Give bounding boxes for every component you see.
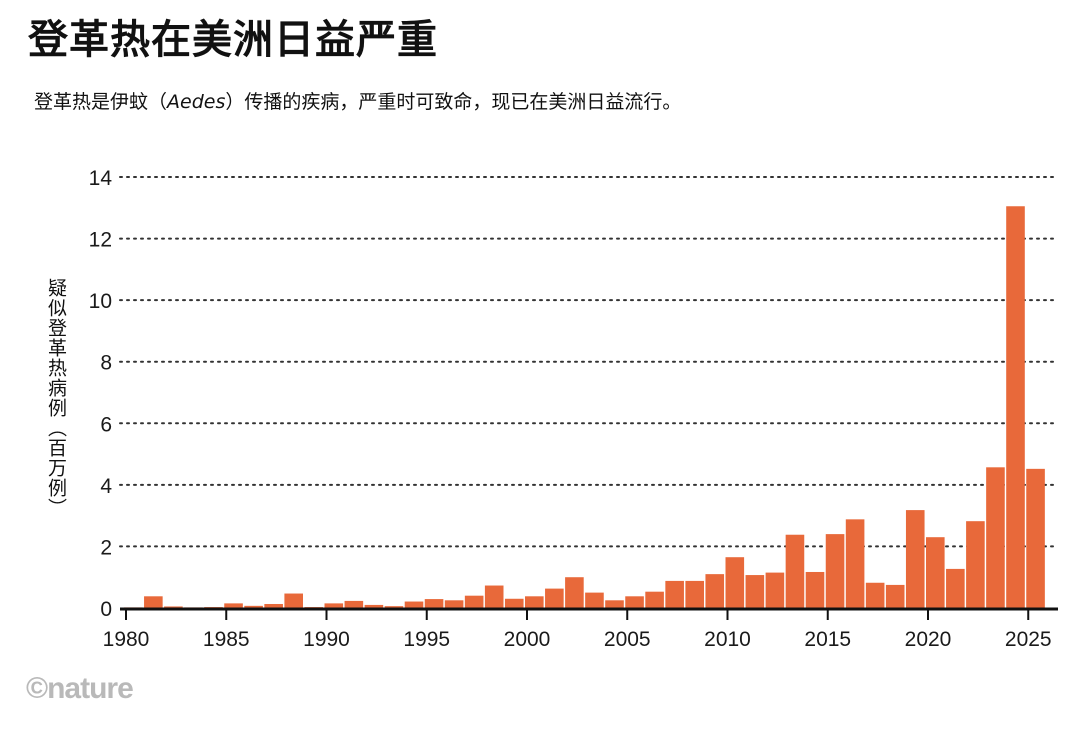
bar-2013	[785, 534, 805, 608]
y-tick-label-4: 4	[100, 475, 112, 498]
bar-2003	[585, 592, 604, 608]
bar-2011	[745, 575, 765, 608]
bar-2009	[705, 574, 725, 608]
x-tick-label-1985: 1985	[203, 628, 250, 651]
bar-1981	[144, 596, 163, 608]
bar-1997	[464, 595, 484, 608]
subtitle-italic-genus: Aedes	[167, 91, 226, 113]
x-tick-label-2000: 2000	[504, 628, 551, 651]
bar-2004	[605, 600, 624, 608]
bar-1988	[284, 593, 303, 608]
bar-2008	[685, 580, 704, 608]
bar-2001	[545, 588, 564, 608]
bar-2015	[825, 534, 845, 608]
y-tick-label-14: 14	[89, 167, 113, 190]
nature-credit: ©nature	[26, 672, 134, 705]
bar-1985	[224, 603, 243, 608]
bar-2016	[845, 519, 865, 608]
bar-1987	[264, 603, 283, 608]
bar-1999	[504, 598, 524, 608]
chart-title: 登革热在美洲日益严重	[28, 17, 438, 63]
bar-2005	[625, 596, 644, 608]
x-axis-ticks: 1980 1985 1990 1995 2000 2005 2010 2015 2020 2025	[103, 609, 1052, 651]
bar-1991	[344, 600, 364, 608]
y-tick-label-10: 10	[89, 290, 112, 313]
bar-1995	[424, 599, 444, 608]
chart-subtitle: 登革热是伊蚊（Aedes）传播的疾病，严重时可致命，现已在美洲日益流行。	[34, 88, 681, 116]
bar-1982	[164, 606, 183, 608]
bar-2021	[946, 568, 965, 608]
y-axis-label: 疑似登革热病例（百万例）	[45, 278, 67, 518]
bar-2012	[765, 572, 785, 608]
bar-1986	[244, 605, 263, 608]
subtitle-part-1: 登革热是伊蚊（	[34, 91, 168, 113]
bars	[124, 206, 1045, 608]
bar-2022	[966, 521, 985, 608]
bar-1996	[444, 600, 464, 608]
bar-2002	[565, 577, 584, 608]
bar-2019	[905, 510, 925, 608]
gridlines	[119, 176, 1059, 548]
x-tick-label-2010: 2010	[704, 628, 751, 651]
bar-1990	[324, 603, 344, 608]
bar-2023	[986, 467, 1005, 608]
subtitle-part-2: ）传播的疾病，严重时可致命，现已在美洲日益流行。	[225, 91, 682, 113]
bar-1994	[404, 601, 424, 608]
bar-1992	[364, 604, 384, 608]
x-tick-label-2025: 2025	[1005, 628, 1052, 651]
bar-2025	[1026, 468, 1045, 608]
x-tick-label-1995: 1995	[403, 628, 450, 651]
y-tick-label-2: 2	[100, 536, 112, 559]
bar-1998	[484, 585, 504, 608]
bar-2018	[885, 584, 905, 608]
x-tick-label-2015: 2015	[804, 628, 851, 651]
bar-2024	[1006, 206, 1025, 608]
bar-2000	[525, 596, 544, 608]
bar-2006	[645, 591, 664, 608]
y-tick-label-6: 6	[100, 413, 112, 436]
y-axis-ticks: 0 2 4 6 8 10 12 14	[89, 167, 113, 621]
y-tick-label-8: 8	[100, 352, 112, 375]
bar-1993	[384, 606, 404, 608]
y-tick-label-12: 12	[89, 229, 112, 252]
x-tick-label-2005: 2005	[604, 628, 651, 651]
bar-2020	[926, 537, 945, 608]
bar-2007	[665, 580, 684, 608]
x-tick-label-1980: 1980	[103, 628, 150, 651]
bar-2010	[725, 557, 745, 608]
x-tick-label-2020: 2020	[905, 628, 952, 651]
y-tick-label-0: 0	[100, 598, 112, 621]
x-tick-label-1990: 1990	[303, 628, 350, 651]
bar-2017	[865, 582, 885, 608]
bar-2014	[805, 571, 825, 608]
